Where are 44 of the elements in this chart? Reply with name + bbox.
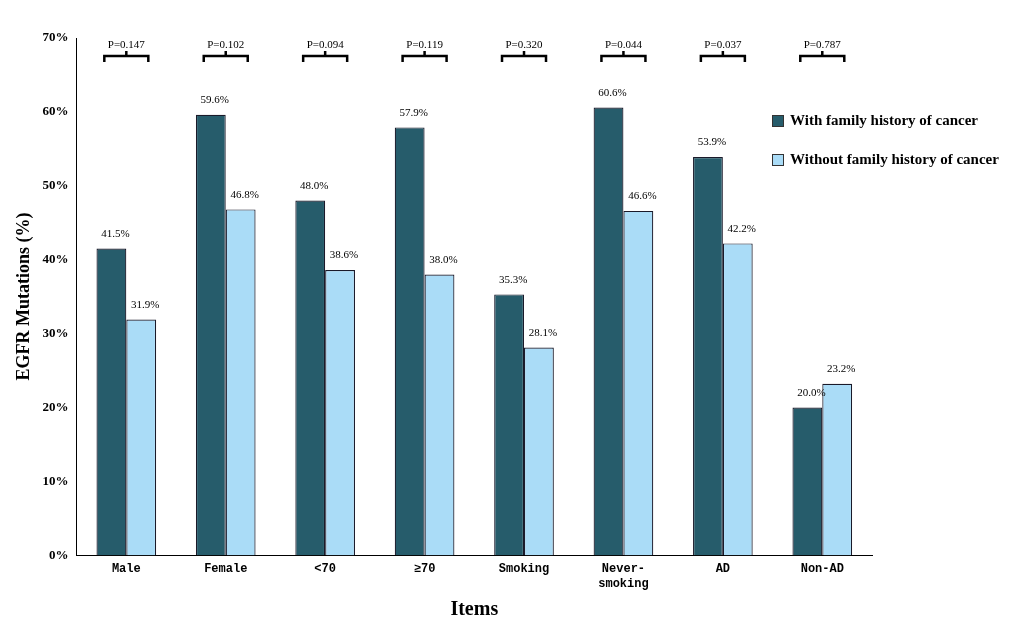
data-label: 42.2% (727, 221, 756, 234)
x-tick-label: <70 (314, 562, 336, 577)
data-label: 31.9% (131, 297, 160, 310)
y-tick-label: 70% (42, 29, 69, 45)
data-label: 53.9% (697, 135, 727, 148)
data-label: 41.5% (101, 226, 130, 239)
annotation: P=0.102 (207, 38, 245, 51)
annotation: P=0.320 (505, 38, 544, 51)
x-tick-label: AD (715, 562, 731, 577)
y-tick-label: 20% (42, 398, 69, 414)
y-tick-label: 30% (42, 324, 69, 340)
data-label: 23.2% (826, 362, 856, 375)
annotation: P=0.147 (107, 38, 146, 51)
data-label: 48.0% (300, 178, 329, 191)
y-tick-label: 40% (42, 251, 69, 267)
x-tick-label: Female (204, 562, 248, 577)
data-label: 60.6% (598, 85, 627, 98)
x-tick-label: Male (111, 562, 141, 577)
data-label: 28.1% (528, 325, 558, 338)
y-axis-title: EGFR Mutations (%) (13, 212, 35, 381)
legend-label: Without family history of cancer (789, 151, 999, 168)
data-label: 35.3% (498, 272, 528, 285)
x-tick-label: ≥70 (413, 562, 436, 577)
legend-label: With family history of cancer (789, 112, 980, 129)
data-label: 57.9% (399, 105, 428, 118)
x-axis-title: Items (450, 597, 499, 620)
x-tick-label: Never-smoking (598, 562, 649, 591)
annotation: P=0.094 (306, 38, 345, 51)
data-label: 20.0% (797, 385, 826, 398)
annotation: P=0.787 (803, 38, 842, 51)
y-tick-label: 50% (42, 177, 69, 193)
annotation: P=0.119 (406, 38, 444, 51)
data-label: 46.8% (230, 187, 259, 200)
y-tick-label: 0% (49, 546, 69, 562)
data-label: 38.6% (329, 248, 359, 261)
data-label: 38.0% (429, 252, 458, 265)
annotation: P=0.044 (604, 38, 643, 51)
data-label: 46.6% (628, 189, 657, 202)
annotation: P=0.037 (704, 38, 742, 51)
x-tick-label: Non-AD (800, 562, 844, 577)
x-tick-label: Smoking (498, 562, 550, 577)
y-tick-label: 10% (42, 472, 69, 488)
data-label: 59.6% (200, 93, 230, 106)
y-tick-label: 60% (42, 103, 69, 119)
